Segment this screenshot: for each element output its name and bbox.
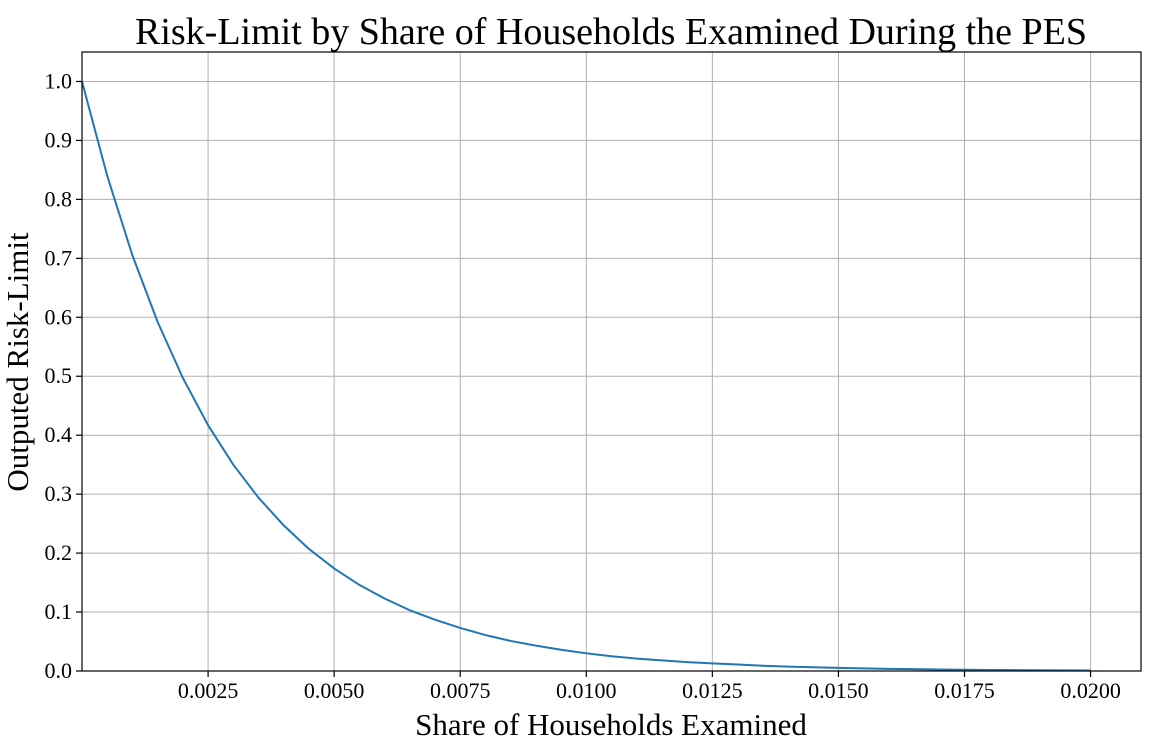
y-axis: 0.0 0.1 0.2 0.3 0.4 0.5 0.6 0.7 0.8 0.9 1.0	[45, 68, 82, 683]
y-tick-label: 0.8	[45, 186, 73, 211]
y-tick-label: 0.9	[45, 127, 73, 152]
x-tick-label: 0.0050	[304, 678, 365, 703]
series-line	[81, 81, 1091, 672]
y-axis-label: Outputed Risk-Limit	[0, 232, 35, 492]
x-tick-label: 0.0100	[556, 678, 617, 703]
x-tick-label: 0.0075	[430, 678, 491, 703]
x-tick-label: 0.0125	[682, 678, 743, 703]
x-tick-label: 0.0150	[808, 678, 869, 703]
y-tick-label: 0.2	[45, 540, 73, 565]
x-tick-label: 0.0025	[178, 678, 239, 703]
y-tick-label: 1.0	[45, 68, 73, 93]
y-tick-label: 0.6	[45, 304, 73, 329]
y-tick-label: 0.0	[45, 658, 73, 683]
y-tick-label: 0.5	[45, 363, 73, 388]
plot-series	[81, 81, 1091, 672]
grid-lines	[82, 52, 1141, 672]
y-tick-label: 0.3	[45, 481, 73, 506]
plot-frame	[81, 51, 1142, 672]
chart-title: Risk-Limit by Share of Households Examin…	[135, 11, 1087, 53]
x-tick-label: 0.0200	[1060, 678, 1121, 703]
x-tick-label: 0.0175	[934, 678, 995, 703]
y-tick-label: 0.1	[45, 599, 73, 624]
y-tick-label: 0.4	[45, 422, 73, 447]
x-axis-label: Share of Households Examined	[415, 707, 807, 742]
y-tick-label: 0.7	[45, 245, 73, 270]
x-axis: 0.0025 0.0050 0.0075 0.0100 0.0125 0.0150 0.01…	[178, 671, 1121, 703]
